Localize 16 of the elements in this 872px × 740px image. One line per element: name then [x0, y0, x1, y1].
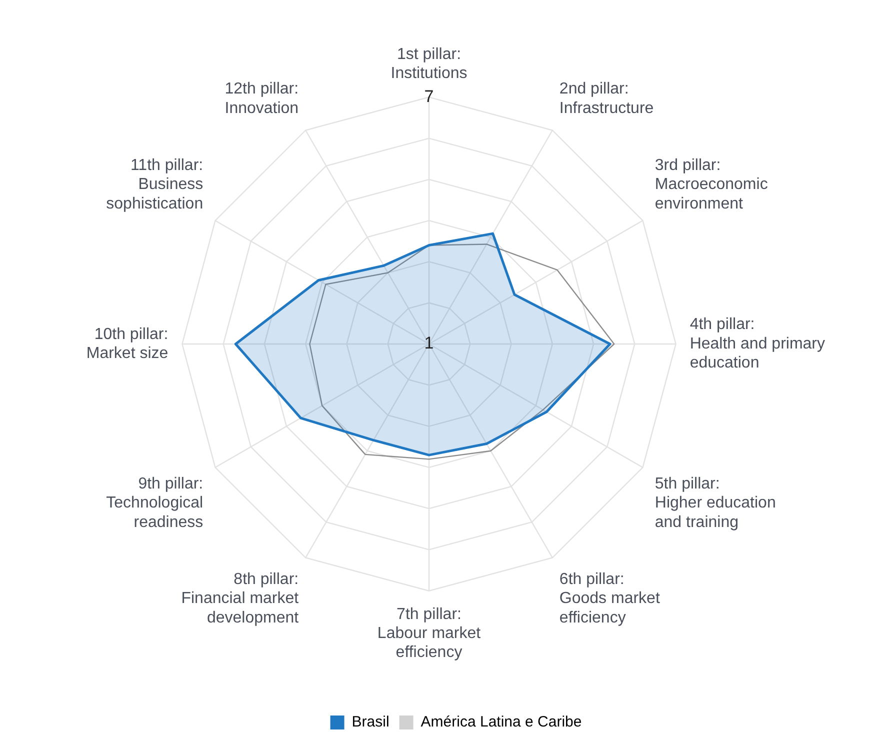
spoke-label: 3rd pillar: Macroeconomic environment — [654, 156, 768, 212]
spoke-label: 5th pillar: Higher education and training — [654, 475, 776, 531]
spoke-label: 9th pillar: Technological readiness — [106, 475, 204, 531]
spoke-label: 2nd pillar: Infrastructure — [559, 80, 654, 117]
spoke-label: 8th pillar: Financial market development — [181, 570, 300, 626]
legend-label: América Latina e Caribe — [420, 714, 582, 731]
spoke-label: 6th pillar: Goods market efficiency — [559, 570, 660, 626]
spoke-label: 7th pillar: Labour market efficiency — [377, 606, 482, 662]
spoke-label: 11th pillar: Business sophistication — [106, 156, 204, 212]
spoke-label: 10th pillar: Market size — [86, 326, 168, 362]
y-tick-label: 7 — [424, 86, 434, 106]
y-tick-label: 1 — [424, 334, 434, 353]
spoke-label: 1st pillar: Institutions — [390, 46, 468, 82]
spoke-label: 4th pillar: Health and primary education — [690, 316, 825, 372]
legend-label: Brasil — [352, 714, 390, 731]
spoke-label: 12th pillar: Innovation — [224, 80, 299, 117]
